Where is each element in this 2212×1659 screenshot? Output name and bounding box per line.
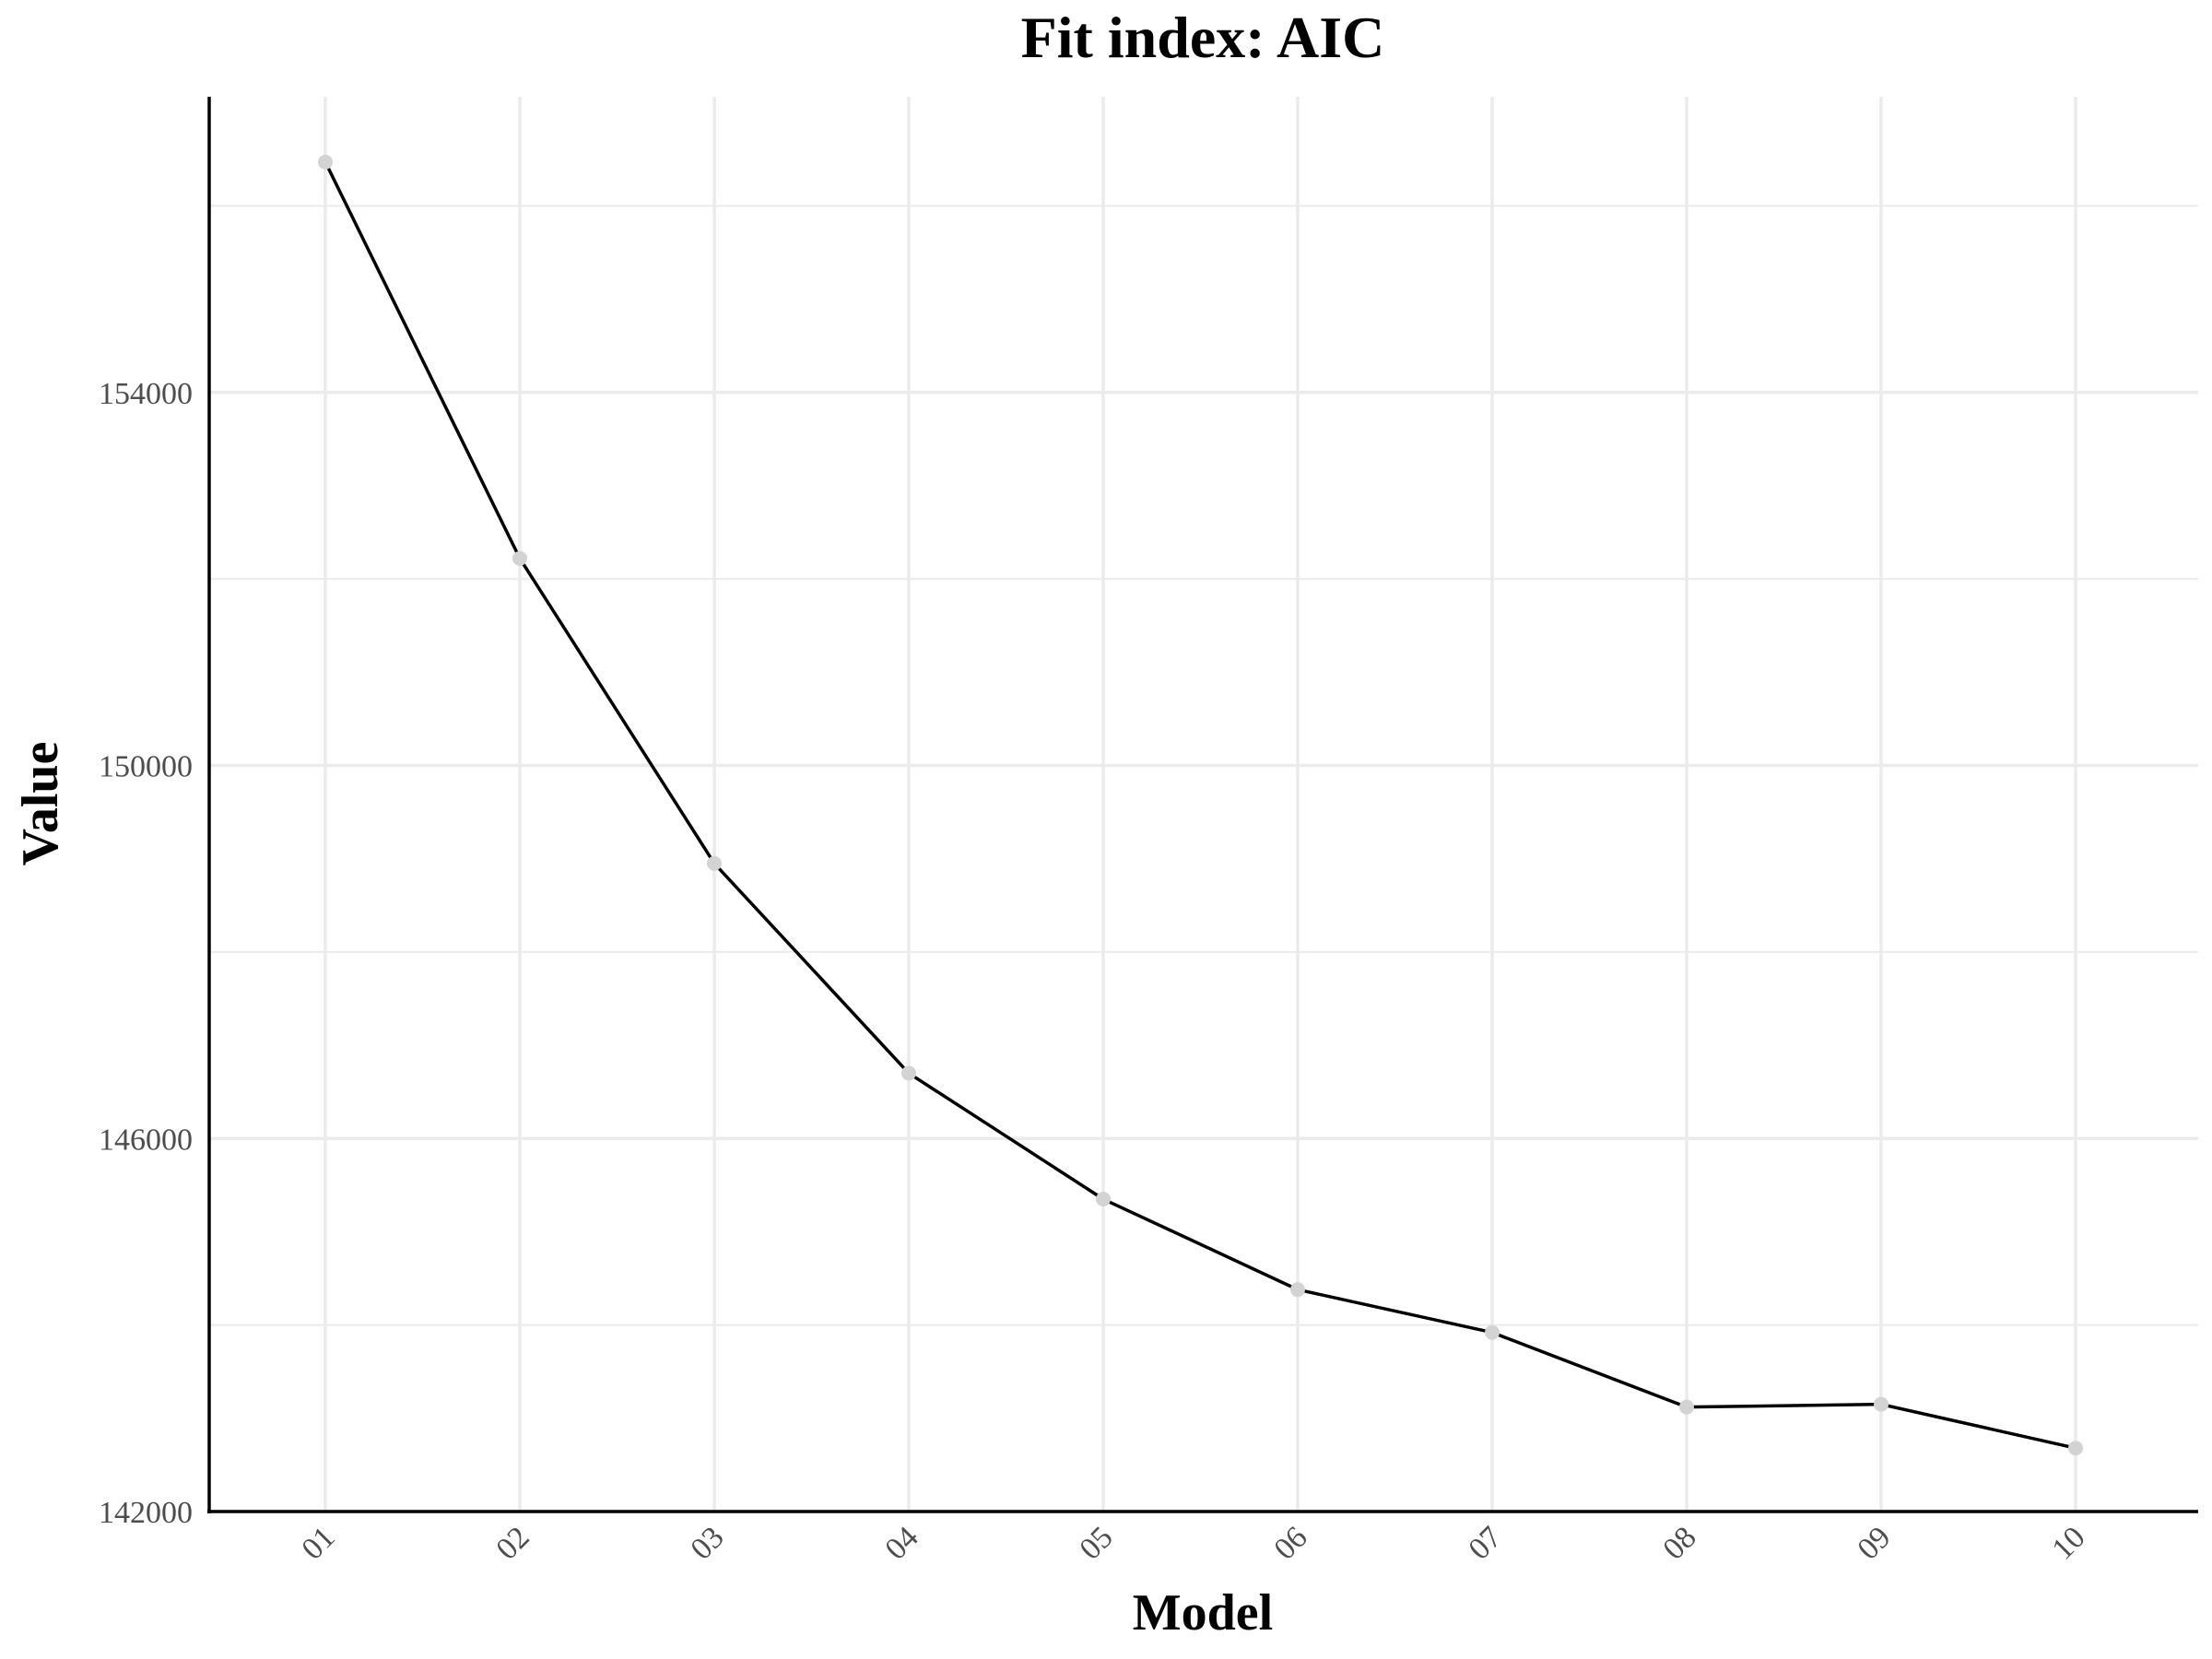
x-tick-label: 04 <box>878 1520 924 1566</box>
x-tick-labels: 01 02 03 04 05 06 07 08 09 10 <box>295 1520 2091 1566</box>
minor-gridlines <box>209 205 2198 1326</box>
y-tick-label: 154000 <box>99 377 193 411</box>
y-tick-label: 150000 <box>99 750 193 784</box>
data-point-06 <box>1290 1282 1305 1298</box>
data-point-08 <box>1679 1399 1694 1415</box>
axes <box>207 97 2198 1513</box>
x-tick-label: 06 <box>1267 1520 1313 1566</box>
data-point-05 <box>1096 1192 1111 1207</box>
y-tick-label: 142000 <box>99 1496 193 1530</box>
chart-title: Fit index: AIC <box>1021 5 1385 70</box>
data-point-03 <box>707 855 722 871</box>
data-point-10 <box>2068 1441 2083 1456</box>
y-tick-labels: 142000 146000 150000 154000 <box>99 377 193 1530</box>
x-tick-label: 07 <box>1462 1520 1508 1566</box>
x-tick-label: 08 <box>1656 1520 1702 1566</box>
data-point-04 <box>901 1065 916 1081</box>
major-gridlines <box>209 97 2198 1513</box>
x-tick-label: 05 <box>1073 1520 1119 1566</box>
x-axis-title: Model <box>1133 1584 1273 1641</box>
x-tick-label: 02 <box>489 1520 535 1566</box>
y-axis-title: Value <box>12 742 69 866</box>
aic-series-line <box>324 161 2077 1450</box>
x-tick-label: 01 <box>295 1520 341 1566</box>
y-tick-label: 146000 <box>99 1123 193 1157</box>
data-point-01 <box>318 154 333 170</box>
data-points <box>318 154 2083 1456</box>
data-point-02 <box>512 550 527 566</box>
x-tick-label: 09 <box>1851 1520 1897 1566</box>
data-point-07 <box>1485 1324 1500 1340</box>
x-tick-label: 03 <box>684 1520 730 1566</box>
data-point-09 <box>1874 1396 1888 1412</box>
x-tick-label: 10 <box>2045 1520 2091 1566</box>
